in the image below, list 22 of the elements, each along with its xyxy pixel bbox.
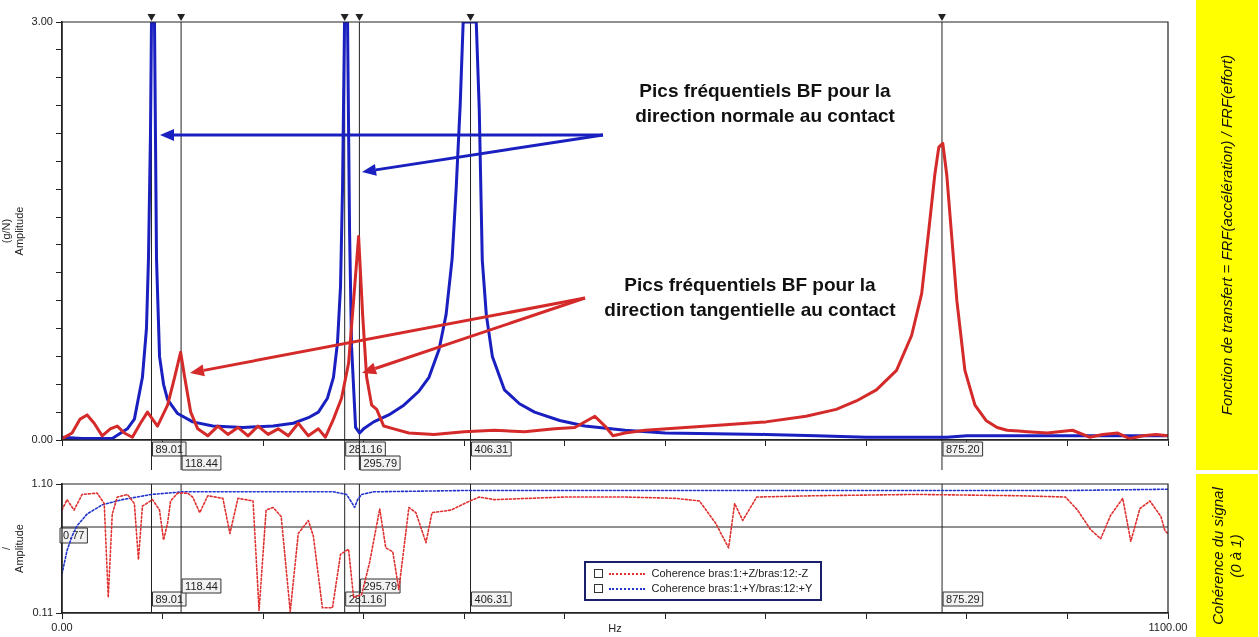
y-axis-title: / Amplitude xyxy=(0,524,25,573)
y2-axis-title: Fonction de transfert = FRF(accélération) / FRF(effort) xyxy=(1218,53,1236,418)
ref-line-label: 295.79 xyxy=(363,457,398,470)
annotation: Pics fréquentiels BF pour la direction normale au contact xyxy=(634,79,896,128)
legend-label: Coherence bras:1:+Y/bras:12:+Y xyxy=(651,581,813,596)
y-axis-title: (g/N) Amplitude xyxy=(0,206,25,256)
ref-line-label: 295.79 xyxy=(363,580,398,593)
ref-line-label: 406.31 xyxy=(474,593,509,606)
y2-axis-title: Cohérence du signal (0 à 1) xyxy=(1209,485,1245,627)
annotation: Pics fréquentiels BF pour la direction tangentielle au contact xyxy=(603,273,897,322)
ref-line-label: 875.20 xyxy=(945,443,980,456)
ref-line-label: 875.29 xyxy=(946,593,980,606)
legend-label: Coherence bras:1:+Z/bras:12:-Z xyxy=(651,566,809,581)
x-axis-title: Hz xyxy=(608,621,622,634)
ref-line-label: 406.31 xyxy=(474,443,509,456)
y-tick-label: 0.00 xyxy=(31,433,53,446)
y-tick-label: 1.10 xyxy=(31,477,53,490)
y-tick-label: 3.00 xyxy=(31,15,53,28)
x-tick-label: 1100.00 xyxy=(1148,620,1188,633)
y-tick-label: 0.11 xyxy=(32,606,53,619)
ref-line-label: 118.44 xyxy=(185,580,218,593)
ref-line-label: 118.44 xyxy=(185,457,218,470)
